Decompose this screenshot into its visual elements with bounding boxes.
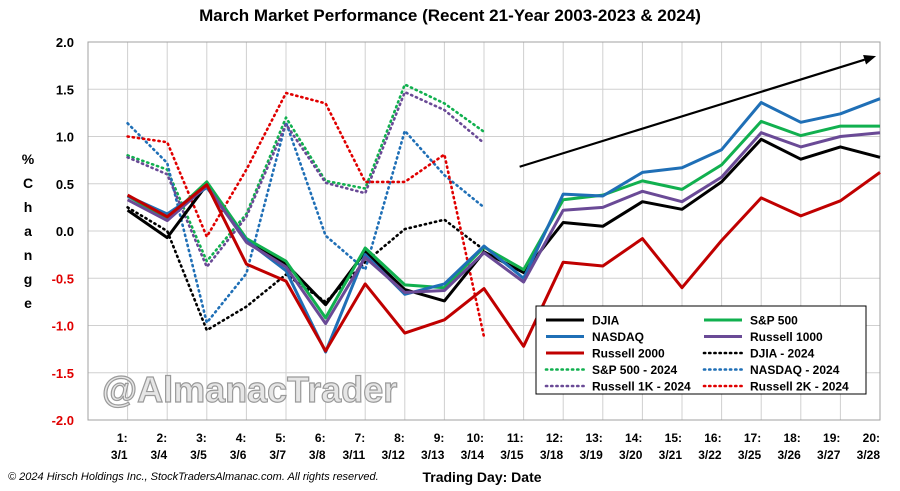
y-tick-label: 2.0 bbox=[56, 35, 74, 50]
x-tick-date: 3/5 bbox=[190, 448, 207, 462]
x-tick-day: 2: bbox=[157, 431, 168, 445]
series-line-nasdaq-2024 bbox=[126, 121, 486, 324]
y-axis-label-char: % bbox=[22, 151, 35, 167]
x-tick-day: 4: bbox=[236, 431, 247, 445]
x-tick-date: 3/11 bbox=[342, 448, 365, 462]
x-tick-date: 3/25 bbox=[738, 448, 762, 462]
x-tick-date: 3/14 bbox=[461, 448, 485, 462]
y-tick-label: 0.0 bbox=[56, 224, 74, 239]
legend-box bbox=[535, 305, 867, 395]
trend-arrow bbox=[519, 54, 877, 168]
y-axis-label-char: n bbox=[24, 247, 33, 263]
series-group bbox=[126, 83, 881, 354]
chart-title: March Market Performance (Recent 21-Year… bbox=[199, 6, 701, 25]
x-tick-day: 19: bbox=[823, 431, 840, 445]
x-tick-date: 3/8 bbox=[309, 448, 326, 462]
legend-entry: S&P 500 - 2024 bbox=[592, 363, 677, 377]
y-axis-label-char: C bbox=[23, 175, 33, 191]
series-line-russell-2000 bbox=[126, 171, 881, 353]
y-tick-label: 1.0 bbox=[56, 130, 74, 145]
copyright-footer: © 2024 Hirsch Holdings Inc., StockTrader… bbox=[8, 471, 379, 483]
x-tick-date: 3/28 bbox=[857, 448, 881, 462]
x-tick-day: 9: bbox=[434, 431, 445, 445]
x-tick-date: 3/15 bbox=[500, 448, 524, 462]
x-tick-date: 3/6 bbox=[230, 448, 247, 462]
y-tick-label: 1.5 bbox=[56, 82, 74, 97]
trend-arrow-shaft bbox=[519, 58, 865, 168]
watermark: @AlmanacTrader bbox=[102, 369, 397, 410]
x-tick-date: 3/13 bbox=[421, 448, 445, 462]
y-tick-label: -1.5 bbox=[52, 366, 74, 381]
x-tick-day: 18: bbox=[783, 431, 800, 445]
y-tick-label: -2.0 bbox=[52, 413, 74, 428]
x-tick-day: 15: bbox=[665, 431, 682, 445]
y-tick-label: -1.0 bbox=[52, 319, 74, 334]
x-tick-date: 3/18 bbox=[540, 448, 564, 462]
x-tick-day: 1: bbox=[117, 431, 128, 445]
x-axis-label: Trading Day: Date bbox=[422, 469, 541, 485]
x-tick-day: 16: bbox=[704, 431, 721, 445]
x-axis: 1: 3/1 2: 3/4 3: 3/5 4: 3/6 5: 3/7 6: 3/8 7: 3/11 8: 3/… bbox=[111, 431, 880, 462]
series-line-russell-1k-2024 bbox=[126, 90, 486, 269]
y-tick-label: 0.5 bbox=[56, 177, 74, 192]
series-line-s-p-500-2024 bbox=[126, 83, 486, 263]
series-line-russell-1000 bbox=[126, 131, 881, 326]
x-tick-day: 17: bbox=[744, 431, 761, 445]
x-tick-day: 13: bbox=[585, 431, 602, 445]
x-tick-date: 3/1 bbox=[111, 448, 128, 462]
x-tick-date: 3/7 bbox=[269, 448, 286, 462]
x-tick-day: 8: bbox=[394, 431, 405, 445]
x-tick-date: 3/26 bbox=[777, 448, 801, 462]
legend-entry: Russell 2000 bbox=[592, 347, 665, 361]
legend-entry: NASDAQ bbox=[592, 330, 644, 344]
plot-area bbox=[87, 41, 881, 421]
series-line-s-p-500 bbox=[126, 119, 880, 320]
series-line-russell-2k-2024 bbox=[126, 91, 486, 339]
y-axis-label-char: h bbox=[24, 199, 33, 215]
legend-entry: DJIA - 2024 bbox=[750, 347, 815, 361]
y-axis-label-char: a bbox=[24, 223, 32, 239]
x-tick-day: 10: bbox=[467, 431, 484, 445]
x-tick-day: 11: bbox=[507, 431, 524, 445]
legend-entry: Russell 1000 bbox=[750, 330, 823, 344]
y-axis-label-char: g bbox=[24, 271, 33, 287]
x-tick-date: 3/21 bbox=[659, 448, 683, 462]
legend-entry: S&P 500 bbox=[750, 314, 798, 328]
x-tick-day: 6: bbox=[315, 431, 326, 445]
x-tick-date: 3/19 bbox=[579, 448, 603, 462]
x-tick-date: 3/4 bbox=[151, 448, 168, 462]
x-tick-day: 7: bbox=[355, 431, 366, 445]
x-tick-date: 3/12 bbox=[381, 448, 405, 462]
x-tick-day: 14: bbox=[625, 431, 642, 445]
legend-entry: NASDAQ - 2024 bbox=[750, 363, 840, 377]
legend: DJIA S&P 500 NASDAQ Russell 1000 Russell 200… bbox=[535, 305, 867, 395]
trend-arrow-head bbox=[863, 54, 877, 65]
y-tick-label: -0.5 bbox=[52, 271, 74, 286]
x-tick-date: 3/22 bbox=[698, 448, 722, 462]
legend-entry: DJIA bbox=[592, 314, 620, 328]
series-line-djia-2024 bbox=[126, 206, 486, 332]
x-tick-date: 3/27 bbox=[817, 448, 841, 462]
x-tick-date: 3/20 bbox=[619, 448, 643, 462]
y-axis-label-char: e bbox=[24, 295, 32, 311]
y-axis: 2.0 1.5 1.0 0.5 0.0 -0.5 -1.0 -1.5 -2.0 bbox=[52, 35, 74, 428]
legend-entry: Russell 2K - 2024 bbox=[750, 380, 849, 394]
legend-entry: Russell 1K - 2024 bbox=[592, 380, 691, 394]
x-tick-day: 20: bbox=[863, 431, 880, 445]
x-tick-day: 3: bbox=[196, 431, 207, 445]
x-tick-day: 12: bbox=[546, 431, 563, 445]
x-tick-day: 5: bbox=[275, 431, 286, 445]
